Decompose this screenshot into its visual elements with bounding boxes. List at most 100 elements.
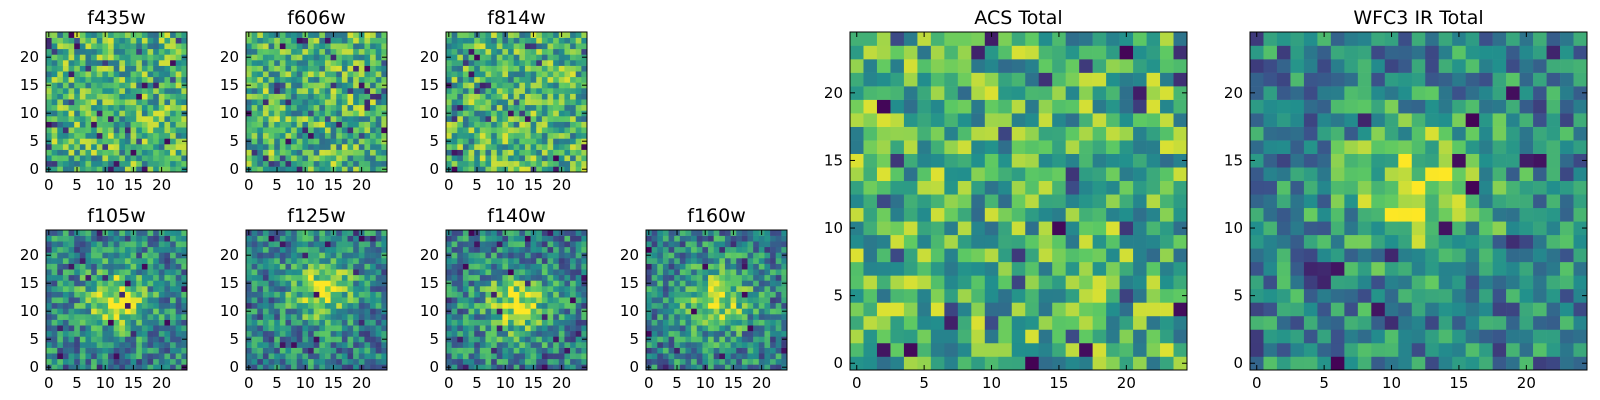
heatmap-cell	[279, 88, 286, 94]
heatmap-cell	[246, 76, 252, 83]
x-tick-label: 20	[752, 374, 771, 392]
heatmap-cell	[279, 314, 286, 320]
heatmap-cell	[319, 48, 326, 55]
heatmap-cell	[474, 286, 481, 292]
heatmap-cell	[124, 291, 131, 298]
heatmap-cell	[575, 353, 582, 360]
heatmap-cell	[279, 82, 286, 89]
heatmap-cell	[1052, 248, 1066, 263]
heatmap-cell	[524, 297, 531, 304]
heatmap-cell	[1133, 261, 1147, 276]
heatmap-cell	[581, 88, 588, 94]
heatmap-cell	[257, 358, 264, 365]
heatmap-cell	[347, 302, 354, 309]
heatmap-cell	[85, 160, 92, 167]
heatmap-cell	[262, 116, 269, 122]
heatmap-cell	[381, 149, 388, 156]
heatmap-cell	[451, 104, 458, 111]
heatmap-cell	[370, 99, 377, 106]
heatmap-cell	[513, 263, 520, 270]
heatmap-cell	[564, 347, 571, 354]
heatmap-cell	[451, 330, 458, 337]
heatmap-cell	[381, 160, 388, 167]
heatmap-cell	[519, 160, 526, 167]
heatmap-cell	[130, 155, 137, 162]
heatmap-cell	[375, 144, 382, 150]
heatmap-cell	[1106, 342, 1120, 357]
heatmap-cell	[119, 342, 126, 348]
heatmap-cell	[268, 336, 275, 343]
heatmap-cell	[46, 116, 52, 122]
heatmap-cell	[102, 60, 109, 66]
heatmap-cell	[944, 207, 959, 222]
heatmap-cell	[262, 230, 269, 236]
heatmap-cell	[570, 93, 577, 100]
heatmap-cell	[57, 144, 64, 150]
heatmap-cell	[102, 302, 109, 309]
heatmap-cell	[513, 48, 520, 55]
heatmap-cell	[319, 263, 326, 270]
heatmap-cell	[251, 43, 258, 50]
heatmap-cell	[691, 347, 698, 354]
heatmap-cell	[462, 330, 469, 337]
heatmap-cell	[164, 104, 171, 111]
heatmap-cell	[262, 88, 269, 94]
heatmap-cell	[713, 302, 720, 309]
axes-frame	[645, 229, 788, 371]
heatmap-cell	[741, 269, 748, 276]
heatmap-cell	[651, 269, 658, 276]
heatmap-cell	[124, 88, 131, 94]
heatmap-cell	[358, 37, 365, 44]
heatmap-cell	[375, 336, 382, 343]
heatmap-cell	[651, 342, 658, 348]
heatmap-cell	[530, 314, 537, 320]
heatmap-cell	[364, 325, 371, 332]
heatmap-cell	[68, 88, 75, 94]
heatmap-cell	[85, 43, 92, 50]
heatmap-cell	[553, 110, 560, 117]
heatmap-cell	[296, 160, 303, 167]
heatmap-cell	[324, 263, 331, 270]
heatmap-cell	[96, 110, 103, 117]
heatmap-cell	[330, 342, 337, 348]
heatmap-cell	[736, 347, 743, 354]
heatmap-cell	[62, 235, 69, 242]
heatmap-cell	[479, 230, 486, 236]
heatmap-cell	[696, 252, 703, 259]
heatmap-cell	[519, 263, 526, 270]
heatmap-cell	[719, 330, 726, 337]
heatmap-cell	[246, 144, 252, 150]
heatmap-cell	[102, 252, 109, 259]
heatmap-cell	[508, 330, 514, 337]
heatmap-cell	[330, 325, 337, 332]
heatmap-cell	[536, 43, 543, 50]
heatmap-cell	[657, 319, 664, 326]
heatmap-cell	[313, 37, 320, 44]
heatmap-cell	[57, 82, 64, 89]
heatmap-cell	[375, 358, 382, 365]
heatmap-cell	[175, 325, 182, 332]
heatmap-cell	[296, 88, 303, 94]
heatmap-cell	[164, 364, 171, 371]
heatmap-cell	[491, 121, 498, 128]
heatmap-cell	[85, 269, 92, 276]
heatmap-cell	[502, 121, 509, 128]
heatmap-cell	[113, 37, 120, 44]
heatmap-cell	[530, 330, 537, 337]
heatmap-cell	[485, 48, 492, 55]
heatmap-cell	[251, 155, 258, 162]
heatmap-cell	[679, 336, 686, 343]
heatmap-cell	[457, 43, 464, 50]
heatmap-cell	[119, 48, 126, 55]
heatmap-cell	[508, 280, 514, 287]
heatmap-cell	[575, 314, 582, 320]
heatmap-cell	[696, 235, 703, 242]
heatmap-cell	[170, 110, 177, 117]
heatmap-cell	[674, 353, 681, 360]
heatmap-cell	[1038, 194, 1053, 209]
heatmap-cell	[251, 99, 258, 106]
heatmap-cell	[170, 230, 177, 236]
heatmap-cell	[124, 93, 131, 100]
heatmap-cell	[474, 48, 481, 55]
heatmap-cell	[108, 358, 114, 365]
